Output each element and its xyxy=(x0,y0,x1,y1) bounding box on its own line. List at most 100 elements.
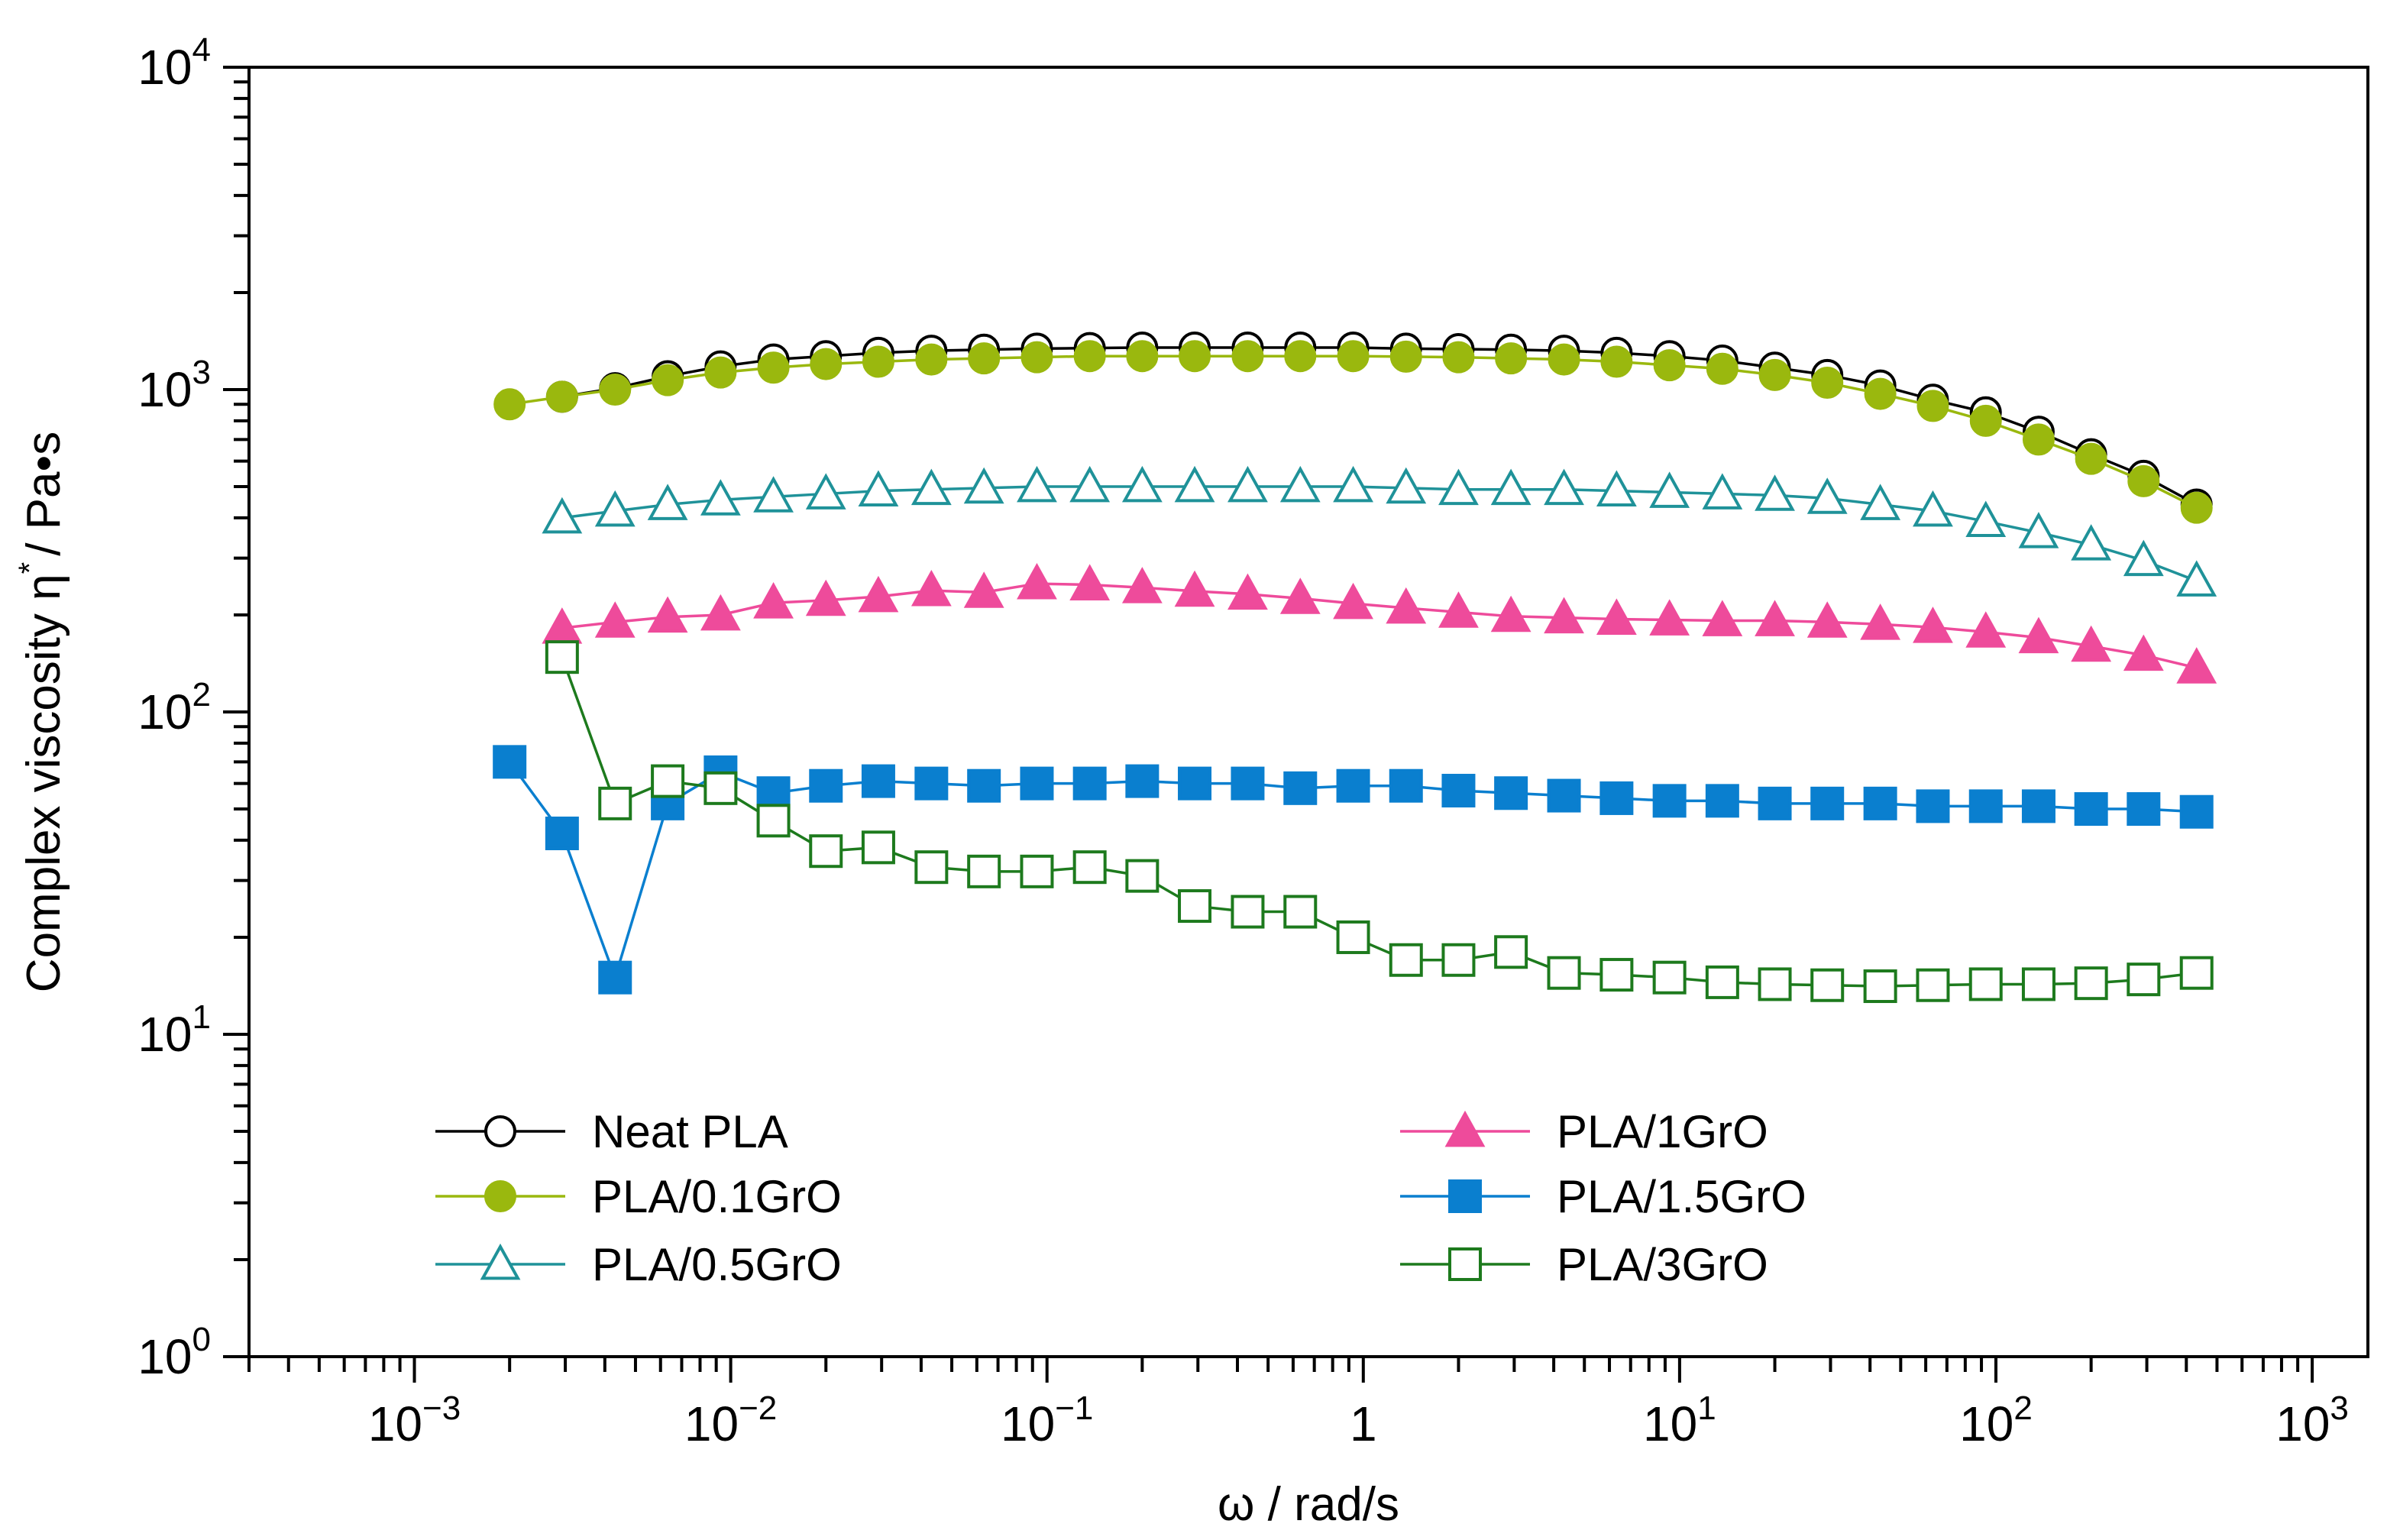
data-point xyxy=(862,345,894,378)
y-tick-base: 10 xyxy=(137,40,192,95)
data-point xyxy=(1548,343,1580,376)
data-point xyxy=(1755,474,1795,511)
legend-marker xyxy=(1444,1110,1486,1147)
data-point xyxy=(756,804,791,838)
data-point xyxy=(914,766,949,801)
data-point xyxy=(1916,390,1949,422)
x-tick-exponent: −2 xyxy=(739,1390,777,1427)
data-point xyxy=(1386,587,1427,624)
legend-marker xyxy=(484,1180,516,1212)
data-point xyxy=(1336,920,1370,954)
data-point xyxy=(1495,342,1528,375)
data-point xyxy=(1599,781,1634,815)
data-point xyxy=(967,768,1001,803)
data-point xyxy=(1231,895,1265,929)
data-point xyxy=(1178,889,1212,924)
data-point xyxy=(700,479,741,516)
data-point xyxy=(1702,600,1743,636)
data-point xyxy=(1073,340,1106,373)
data-point xyxy=(1600,345,1633,378)
x-tick-label: 10−1 xyxy=(1001,1390,1093,1451)
data-point xyxy=(1126,340,1159,373)
data-point xyxy=(1860,603,1901,640)
data-point xyxy=(651,764,685,798)
data-point xyxy=(2018,512,2059,548)
data-point xyxy=(2127,792,2161,827)
data-point xyxy=(810,348,843,380)
data-point xyxy=(647,484,688,520)
data-point xyxy=(1178,766,1212,801)
data-point xyxy=(2018,616,2059,654)
data-point xyxy=(757,351,790,384)
data-point xyxy=(1020,341,1053,374)
y-tick-base: 10 xyxy=(137,684,192,739)
data-point xyxy=(1702,473,1743,510)
data-point xyxy=(1389,768,1423,803)
data-point xyxy=(1283,771,1318,805)
data-point xyxy=(1069,465,1111,503)
data-point xyxy=(1544,597,1584,634)
data-point xyxy=(2176,560,2217,597)
data-point xyxy=(545,640,579,675)
data-point xyxy=(967,854,1001,888)
data-point xyxy=(963,571,1004,608)
data-point xyxy=(2071,625,2112,662)
x-tick-label: 10−3 xyxy=(368,1390,461,1451)
data-point xyxy=(2071,524,2112,561)
legend-marker xyxy=(1448,1247,1482,1281)
data-point xyxy=(753,476,794,513)
data-point xyxy=(756,776,791,810)
data-point xyxy=(1863,786,1897,820)
x-axis-title: ω / rad/s xyxy=(1218,1478,1399,1531)
data-point xyxy=(1442,341,1475,374)
y-tick-label: 100 xyxy=(137,1321,211,1384)
data-point xyxy=(2127,464,2160,497)
data-point xyxy=(1333,582,1373,620)
data-point xyxy=(1125,764,1160,798)
data-point xyxy=(1072,766,1107,801)
data-point xyxy=(1227,573,1268,610)
data-point xyxy=(704,356,737,389)
data-point xyxy=(594,490,636,527)
x-tick-base: 1 xyxy=(1350,1396,1377,1451)
y-tick-base: 10 xyxy=(137,1329,192,1384)
data-point xyxy=(652,364,684,396)
x-tick-base: 10 xyxy=(684,1396,739,1451)
data-point xyxy=(1490,595,1531,632)
data-point xyxy=(703,771,738,805)
x-tick-exponent: −1 xyxy=(1055,1390,1093,1427)
data-point xyxy=(1020,854,1054,888)
legend-label: PLA/3GrO xyxy=(1557,1239,1768,1290)
data-point xyxy=(1072,850,1107,885)
data-point xyxy=(910,468,952,506)
y-tick-label: 102 xyxy=(137,676,211,739)
data-point xyxy=(1758,967,1792,1001)
series-2 xyxy=(542,465,2217,597)
data-point xyxy=(1649,599,1690,636)
data-point xyxy=(1547,778,1581,813)
data-point xyxy=(1179,340,1211,373)
data-point xyxy=(861,830,895,865)
series-layer xyxy=(493,331,2217,1004)
data-point xyxy=(1494,776,1528,810)
legend-marker xyxy=(480,1243,521,1280)
series-1 xyxy=(493,340,2213,524)
y-axis-title: Complex viscosity η* / Pa•s xyxy=(13,432,70,992)
data-point xyxy=(1337,340,1370,373)
data-point xyxy=(493,745,527,779)
x-tick-base: 10 xyxy=(368,1396,422,1451)
x-tick-exponent: −3 xyxy=(422,1390,461,1427)
data-point xyxy=(1279,465,1321,503)
data-point xyxy=(915,343,948,376)
data-point xyxy=(2127,962,2161,997)
data-point xyxy=(1913,490,1953,527)
data-point xyxy=(1017,562,1057,600)
y-axis-title-main: Complex viscosity η xyxy=(18,574,70,992)
data-point xyxy=(2176,647,2217,684)
data-point xyxy=(1227,465,1268,503)
data-point xyxy=(914,850,949,885)
x-tick-base: 10 xyxy=(2275,1396,2330,1451)
data-point xyxy=(1758,358,1791,391)
